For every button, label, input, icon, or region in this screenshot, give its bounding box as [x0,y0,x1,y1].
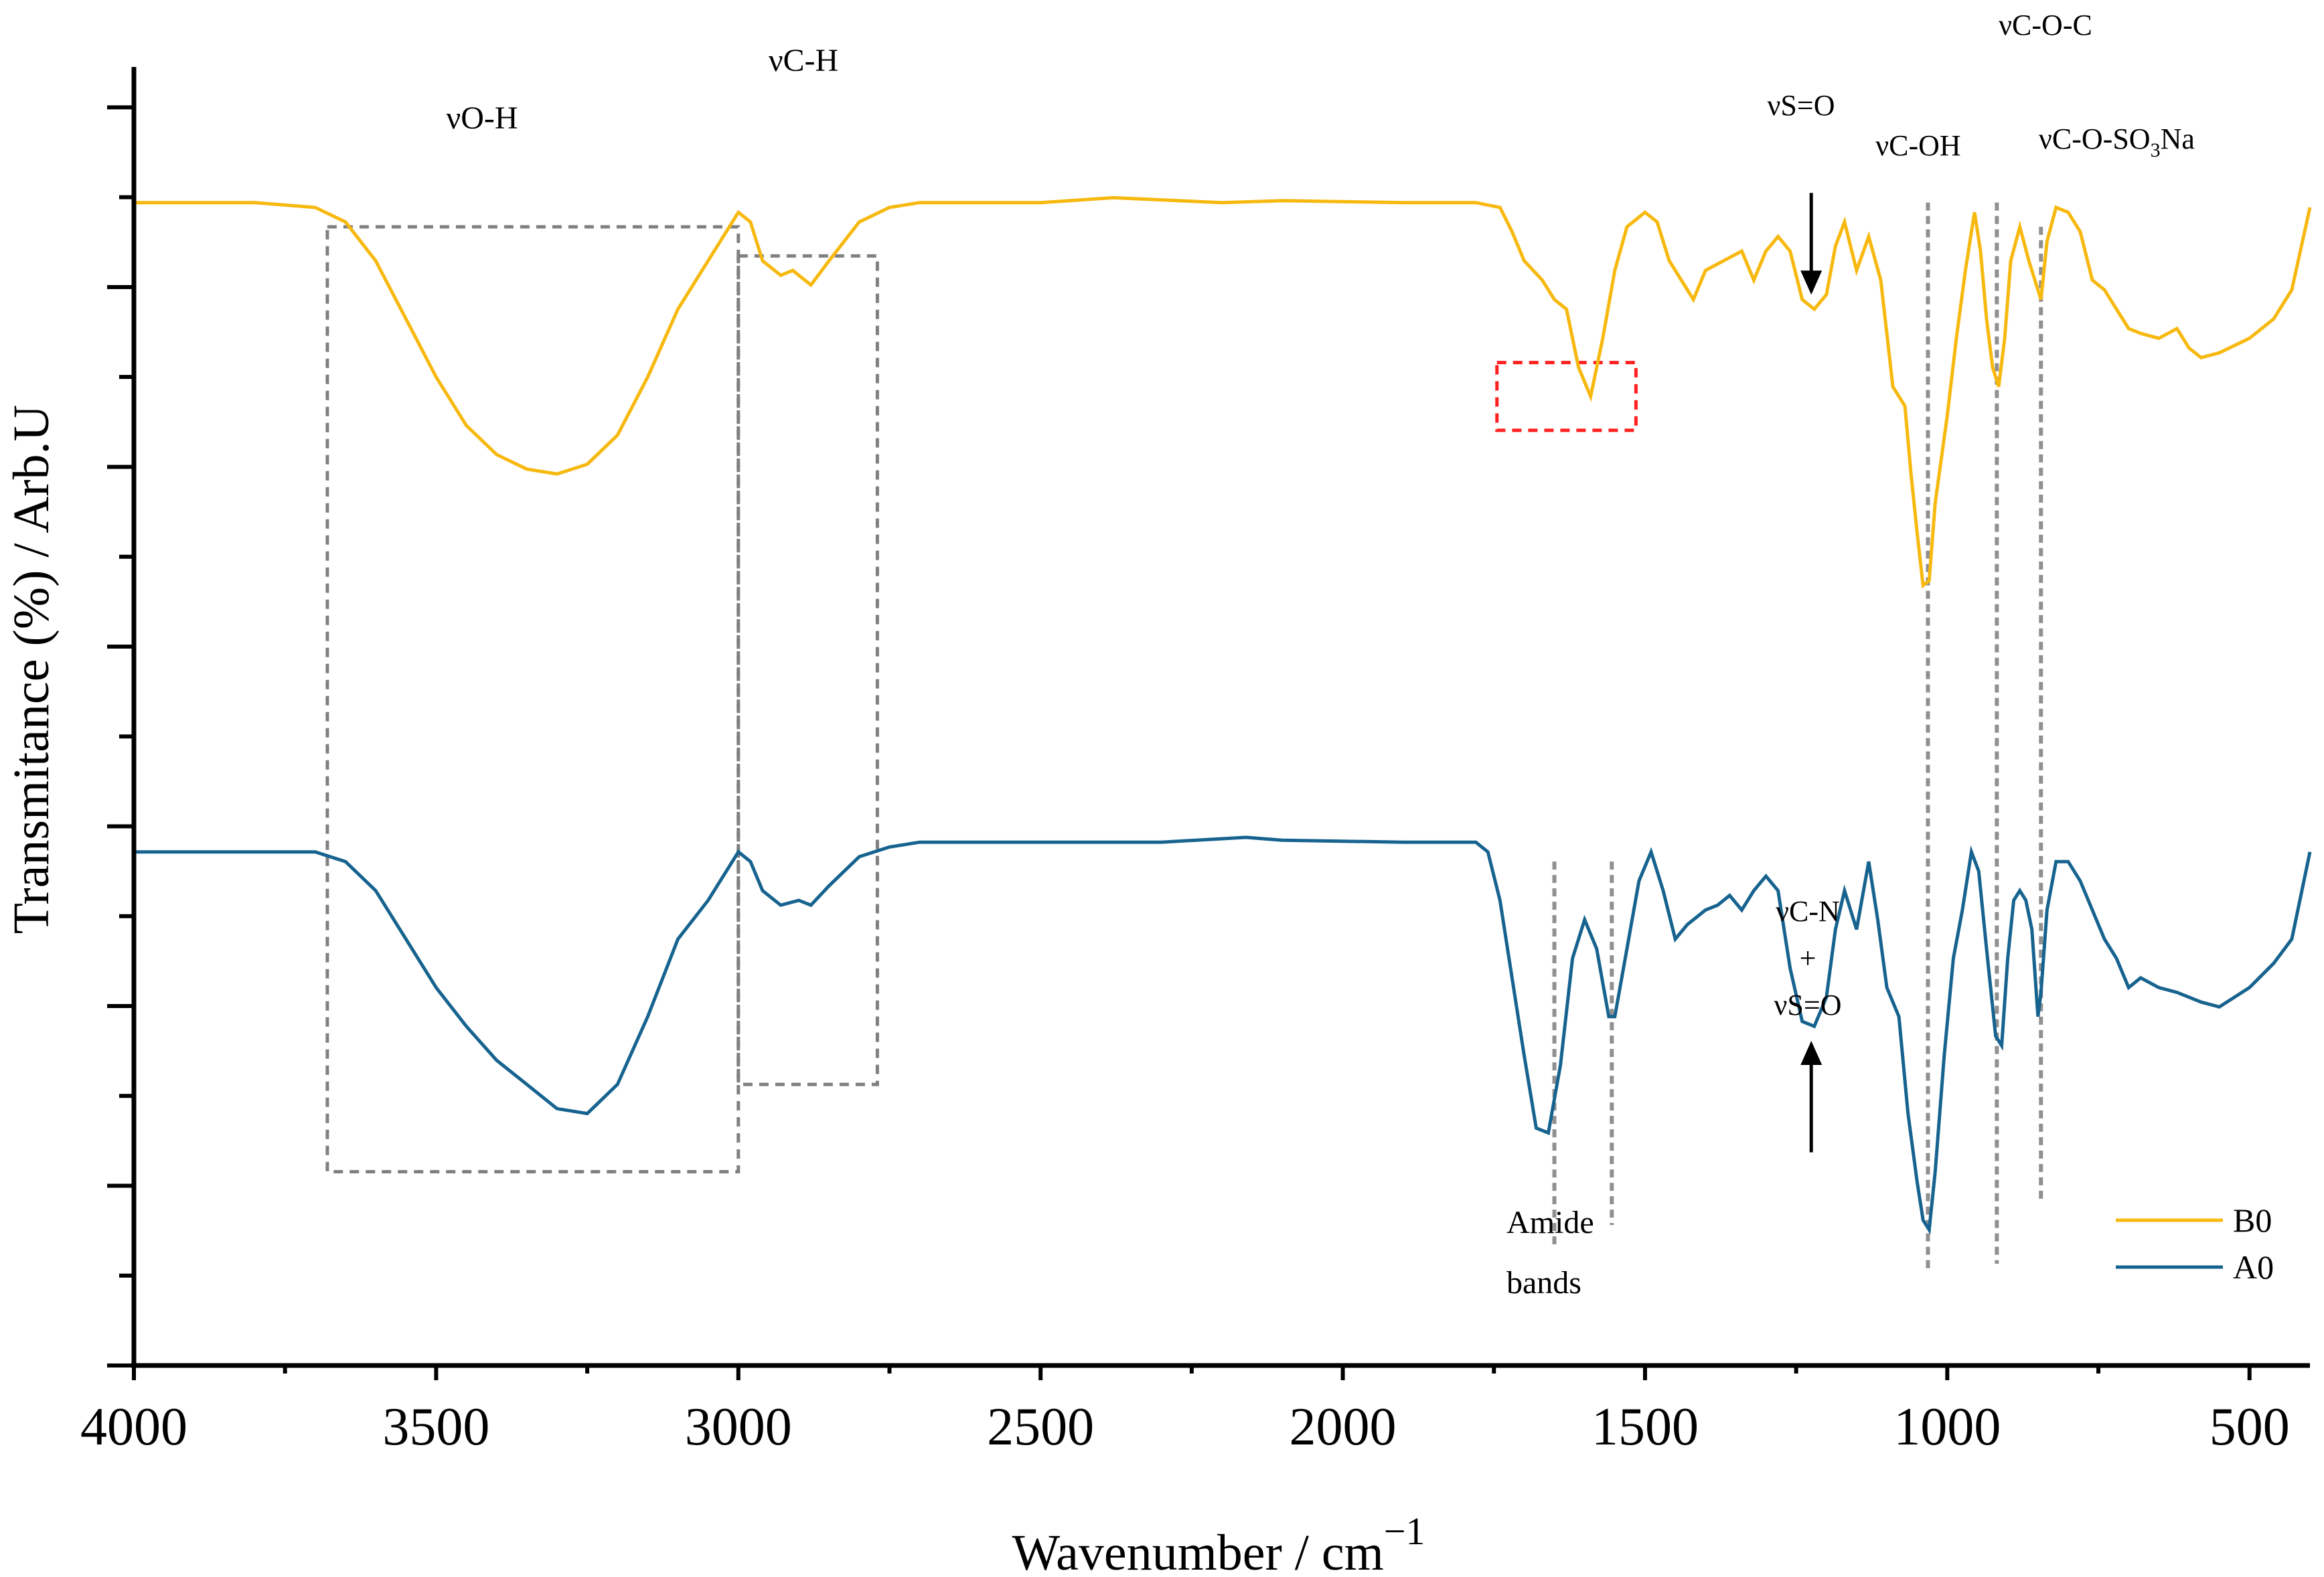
annotation-cn-line1: νC-N [1776,895,1840,928]
annotation-amide-line1: Amide [1506,1205,1594,1240]
series-b0-line [134,195,2312,589]
series-a0-line [134,835,2312,1235]
x-tick-label-4000: 4000 [80,1398,187,1457]
y-axis-title: Transmitance (%) / Arb.U [3,405,60,934]
x-tick-label-1000: 1000 [1893,1398,2001,1457]
annotation-coh: νC-OH [1875,129,1960,162]
legend-label-b0: B0 [2233,1201,2272,1239]
arrow-head-1 [1800,1041,1823,1065]
amide-region-box [1495,361,1638,432]
x-tick-label-2000: 2000 [1290,1398,1397,1457]
legend-label-a0: A0 [2233,1248,2274,1286]
arrow-head-0 [1800,270,1823,295]
x-ticks: 4000 3500 3000 2500 2000 1500 1000 500 [80,1365,2290,1457]
x-axis-title: Wavenumber / cm−1 [1012,1509,1425,1577]
ch-region-box [737,254,879,1086]
annotation-amide-line2: bands [1506,1265,1581,1301]
x-tick-label-3500: 3500 [382,1398,489,1457]
arrows [1800,193,1823,1153]
x-tick-label-3000: 3000 [685,1398,792,1457]
annotation-coso3na: νC-O-SO3Na [2039,122,2195,161]
annotation-cn-line3: νS=O [1774,989,1842,1021]
annotation-so-top: νS=O [1768,89,1835,122]
x-tick-label-2500: 2500 [987,1398,1094,1457]
annotation-cn-line2: + [1800,942,1816,975]
annotation-oh: νO-H [446,100,518,136]
legend: B0 A0 [2116,1201,2274,1286]
x-tick-label-500: 500 [2210,1398,2290,1457]
x-tick-label-1500: 1500 [1592,1398,1699,1457]
oh-region-box [325,225,741,1173]
annotation-ch: νC-H [769,43,838,78]
y-ticks [107,105,134,1367]
annotation-coc: νC-O-C [1999,9,2092,42]
